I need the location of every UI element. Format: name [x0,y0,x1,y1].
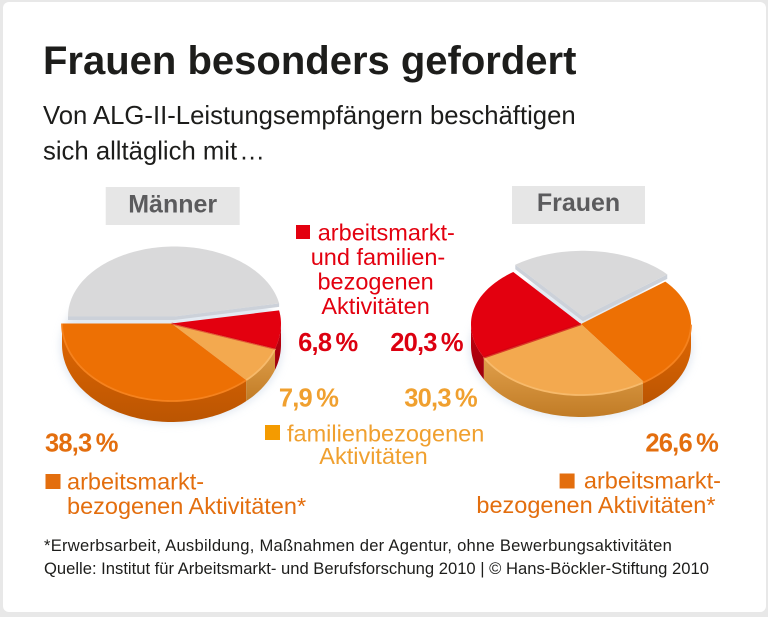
svg-text:Männer: Männer [128,190,217,218]
svg-text:sich alltäglich mit …: sich alltäglich mit … [43,138,265,166]
svg-text:arbeitsmarkt-: arbeitsmarkt- [584,468,721,494]
svg-text:Frauen: Frauen [537,189,620,217]
svg-text:arbeitsmarkt-: arbeitsmarkt- [67,469,204,495]
svg-text:Quelle: Institut für Arbeitsma: Quelle: Institut für Arbeitsmarkt- und B… [44,559,709,578]
svg-text:bezogenen: bezogenen [317,269,433,295]
svg-text:26,6 %: 26,6 % [645,430,718,458]
svg-text:Von ALG-II-Leistungsempfängern: Von ALG-II-Leistungsempfängern beschäfti… [43,102,576,130]
svg-text:*Erwerbsarbeit, Ausbildung, Ma: *Erwerbsarbeit, Ausbildung, Maßnahmen de… [44,536,672,555]
svg-text:Aktivitäten: Aktivitäten [319,443,427,469]
svg-text:7,9 %: 7,9 % [279,385,338,413]
svg-text:20,3 %: 20,3 % [390,329,463,357]
svg-text:und familien-: und familien- [311,244,446,270]
svg-text:30,3 %: 30,3 % [404,385,477,413]
svg-text:38,3 %: 38,3 % [45,430,118,458]
svg-text:bezogenen Aktivitäten*: bezogenen Aktivitäten* [67,493,306,519]
svg-text:bezogenen Aktivitäten*: bezogenen Aktivitäten* [476,492,715,518]
svg-text:Aktivitäten: Aktivitäten [321,293,429,319]
svg-text:6,8 %: 6,8 % [298,329,357,357]
svg-text:arbeitsmarkt-: arbeitsmarkt- [318,220,455,246]
svg-text:Frauen besonders gefordert: Frauen besonders gefordert [43,39,576,83]
svg-text:familienbezogenen: familienbezogenen [287,421,484,447]
